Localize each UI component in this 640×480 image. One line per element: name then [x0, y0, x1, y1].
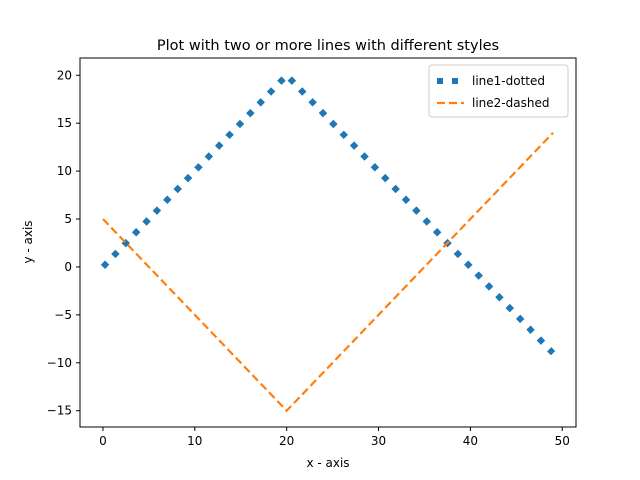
y-tick-label: 0: [64, 260, 72, 274]
chart-title: Plot with two or more lines with differe…: [157, 38, 499, 54]
y-tick-label: −15: [47, 404, 72, 418]
y-tick-label: 20: [57, 68, 72, 82]
x-tick-label: 30: [371, 434, 386, 448]
x-tick-label: 20: [279, 434, 294, 448]
y-tick-label: 5: [64, 212, 72, 226]
x-axis-label: x - axis: [306, 456, 349, 470]
x-tick-label: 0: [99, 434, 107, 448]
x-tick-label: 50: [555, 434, 570, 448]
y-tick-label: −5: [54, 308, 72, 322]
series-line-line2-dashed: [102, 131, 554, 413]
y-axis-label: y - axis: [21, 220, 35, 263]
y-tick-label: 10: [57, 164, 72, 178]
x-tick-label: 10: [187, 434, 202, 448]
plot-frame: [79, 57, 577, 428]
legend-label: line1-dotted: [472, 74, 545, 88]
y-tick-label: −10: [47, 356, 72, 370]
x-tick-label: 40: [463, 434, 478, 448]
legend: line1-dotted line2-dashed: [428, 64, 569, 118]
legend-label: line2-dashed: [472, 96, 549, 110]
y-tick-label: 15: [57, 116, 72, 130]
